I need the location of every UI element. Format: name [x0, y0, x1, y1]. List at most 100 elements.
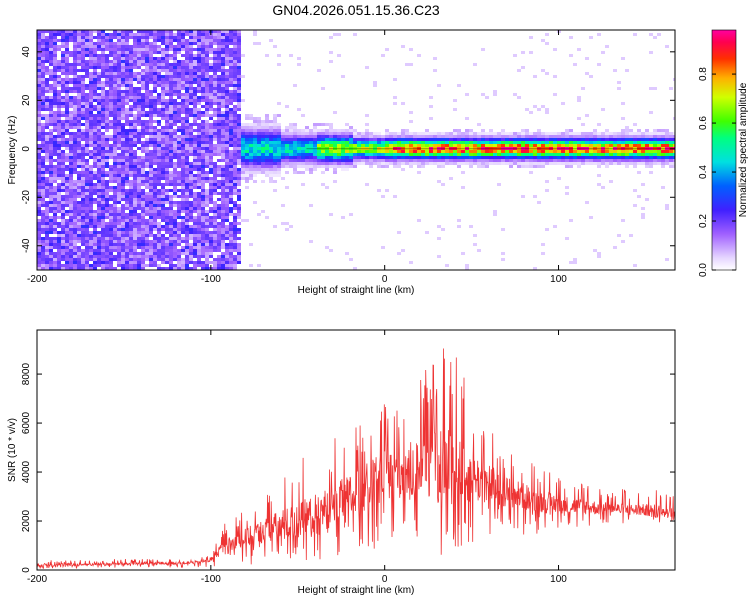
heatmap-cell: [77, 39, 81, 42]
heatmap-cell: [69, 204, 73, 207]
heatmap-cell: [65, 108, 69, 111]
heatmap-cell: [421, 165, 425, 168]
heatmap-cell: [65, 240, 69, 243]
heatmap-cell: [173, 189, 177, 192]
heatmap-cell: [133, 117, 137, 120]
heatmap-cell: [545, 141, 549, 144]
heatmap-cell: [165, 177, 169, 180]
heatmap-cell: [145, 48, 149, 51]
heatmap-cell: [105, 201, 109, 204]
heatmap-cell: [61, 102, 65, 105]
heatmap-cell: [141, 180, 145, 183]
heatmap-cell: [129, 36, 133, 39]
heatmap-cell: [97, 120, 101, 123]
heatmap-cell: [213, 177, 217, 180]
heatmap-cell: [241, 123, 245, 126]
heatmap-cell: [169, 117, 173, 120]
heatmap-cell: [461, 159, 465, 162]
heatmap-cell: [129, 72, 133, 75]
heatmap-cell: [113, 48, 117, 51]
heatmap-cell: [109, 87, 113, 90]
heatmap-cell: [557, 132, 561, 135]
heatmap-cell: [269, 39, 273, 42]
heatmap-cell: [73, 102, 77, 105]
heatmap-cell: [41, 177, 45, 180]
heatmap-cell: [161, 105, 165, 108]
heatmap-cell: [109, 228, 113, 231]
heatmap-cell: [65, 183, 69, 186]
heatmap-cell: [169, 39, 173, 42]
heatmap-cell: [257, 165, 261, 168]
heatmap-cell: [133, 54, 137, 57]
heatmap-cell: [417, 132, 421, 135]
heatmap-cell: [221, 138, 225, 141]
heatmap-cell: [169, 48, 173, 51]
heatmap-cell: [517, 141, 521, 144]
heatmap-cell: [145, 222, 149, 225]
heatmap-cell: [37, 96, 41, 99]
heatmap-cell: [81, 249, 85, 252]
heatmap-cell: [173, 246, 177, 249]
heatmap-cell: [89, 54, 93, 57]
heatmap-cell: [201, 195, 205, 198]
heatmap-cell: [213, 222, 217, 225]
heatmap-cell: [185, 267, 189, 270]
heatmap-cell: [189, 174, 193, 177]
heatmap-cell: [93, 69, 97, 72]
heatmap-cell: [117, 234, 121, 237]
heatmap-cell: [81, 102, 85, 105]
heatmap-cell: [237, 171, 241, 174]
heatmap-cell: [97, 39, 101, 42]
heatmap-cell: [77, 150, 81, 153]
heatmap-cell: [165, 210, 169, 213]
heatmap-cell: [41, 252, 45, 255]
heatmap-cell: [297, 57, 301, 60]
heatmap-cell: [161, 90, 165, 93]
heatmap-cell: [185, 30, 189, 33]
heatmap-cell: [553, 153, 557, 156]
heatmap-cell: [353, 135, 357, 138]
heatmap-cell: [229, 99, 233, 102]
heatmap-cell: [225, 78, 229, 81]
heatmap-cell: [521, 195, 525, 198]
heatmap-cell: [149, 120, 153, 123]
heatmap-cell: [177, 210, 181, 213]
heatmap-cell: [121, 228, 125, 231]
heatmap-cell: [441, 165, 445, 168]
heatmap-cell: [401, 156, 405, 159]
heatmap-cell: [545, 108, 549, 111]
heatmap-cell: [221, 126, 225, 129]
heatmap-cell: [469, 165, 473, 168]
heatmap-cell: [61, 213, 65, 216]
heatmap-cell: [113, 57, 117, 60]
heatmap-cell: [257, 162, 261, 165]
heatmap-cell: [53, 30, 57, 33]
heatmap-cell: [401, 138, 405, 141]
heatmap-cell: [313, 123, 317, 126]
heatmap-cell: [473, 162, 477, 165]
heatmap-cell: [541, 156, 545, 159]
heatmap-cell: [97, 258, 101, 261]
heatmap-cell: [217, 210, 221, 213]
heatmap-cell: [141, 141, 145, 144]
heatmap-cell: [137, 141, 141, 144]
heatmap-cell: [85, 87, 89, 90]
heatmap-cell: [153, 96, 157, 99]
heatmap-cell: [549, 159, 553, 162]
heatmap-cell: [445, 138, 449, 141]
heatmap-cell: [345, 252, 349, 255]
heatmap-cell: [117, 255, 121, 258]
heatmap-cell: [41, 243, 45, 246]
heatmap-cell: [89, 144, 93, 147]
heatmap-cell: [125, 81, 129, 84]
heatmap-cell: [113, 102, 117, 105]
heatmap-cell: [177, 153, 181, 156]
heatmap-cell: [417, 153, 421, 156]
heatmap-cell: [197, 195, 201, 198]
heatmap-cell: [433, 69, 437, 72]
heatmap-cell: [37, 150, 41, 153]
heatmap-cell: [225, 135, 229, 138]
heatmap-cell: [437, 237, 441, 240]
heatmap-cell: [121, 204, 125, 207]
heatmap-cell: [37, 198, 41, 201]
